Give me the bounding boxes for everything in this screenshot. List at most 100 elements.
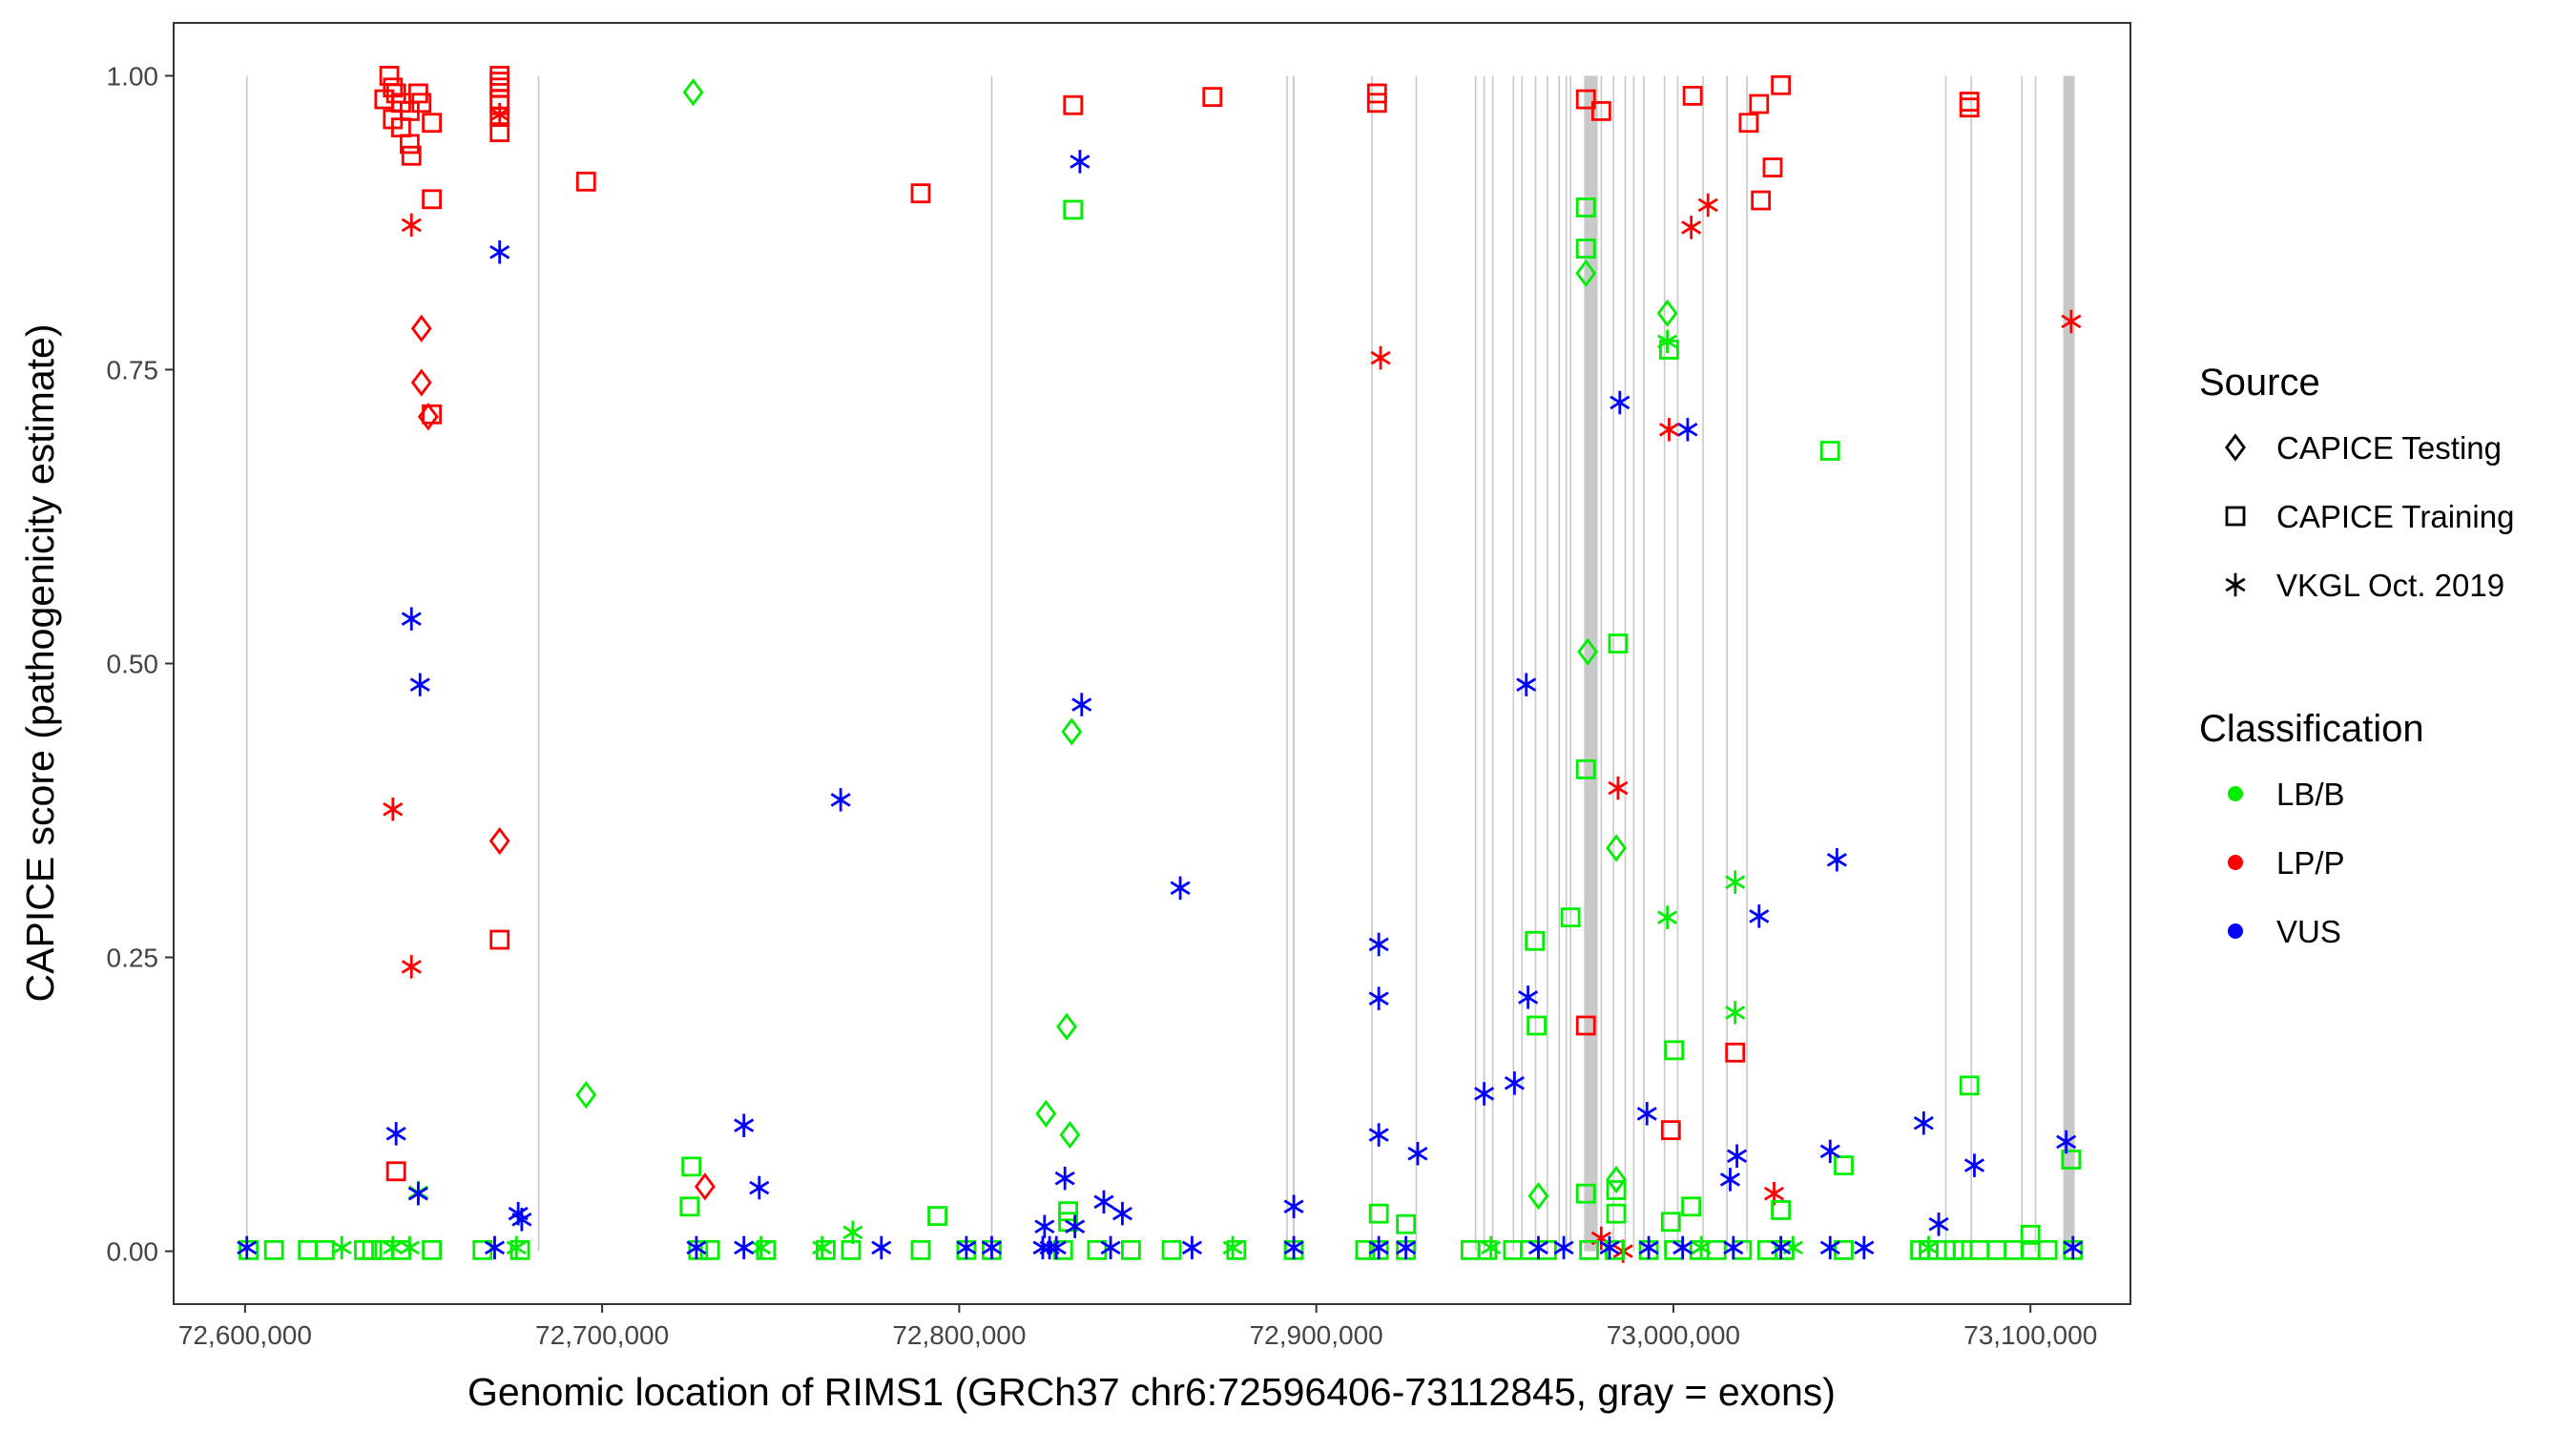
data-point (734, 1113, 755, 1137)
data-point (1577, 637, 1599, 666)
data-point (1606, 834, 1627, 862)
data-point (422, 189, 442, 210)
data-point (484, 1235, 506, 1260)
y-tick-label: 0.75 (107, 355, 159, 384)
exon-band (1600, 75, 1603, 1252)
data-point (1202, 87, 1223, 108)
data-point (383, 798, 404, 821)
data-point (1834, 1155, 1854, 1176)
data-point (1727, 1144, 1748, 1168)
data-point (1071, 693, 1092, 716)
exon-band (1726, 75, 1728, 1252)
data-point (1575, 89, 1596, 110)
data-point (1706, 1239, 1727, 1260)
data-point (1368, 1235, 1389, 1260)
x-tick-label: 72,800,000 (892, 1320, 1026, 1350)
data-point (1660, 1120, 1681, 1141)
exon-band (2034, 75, 2037, 1252)
data-point (1638, 1235, 1659, 1260)
data-point (1504, 1071, 1525, 1095)
data-point (1579, 1239, 1600, 1260)
data-point (1396, 1235, 1417, 1260)
data-point (830, 788, 851, 812)
exon-band (2021, 75, 2024, 1252)
data-point (1181, 1235, 1202, 1260)
data-point (1063, 94, 1084, 115)
data-point (1368, 1203, 1389, 1224)
data-point (331, 1235, 352, 1260)
data-point (1636, 1102, 1657, 1126)
data-point (1657, 329, 1678, 354)
data-point (1697, 193, 1718, 218)
data-point (871, 1235, 892, 1260)
data-point (1575, 758, 1596, 779)
data-point (1283, 1235, 1304, 1260)
y-tick-label: 0.00 (107, 1237, 159, 1267)
exon-band (1474, 75, 1477, 1252)
exon-band (990, 75, 993, 1252)
data-point (1725, 870, 1746, 894)
data-point (422, 1239, 442, 1260)
x-tick-label: 72,900,000 (1250, 1320, 1383, 1350)
data-point (1527, 1182, 1549, 1211)
data-point (410, 314, 432, 342)
data-point (1854, 1235, 1875, 1260)
exon-band (1286, 75, 1288, 1252)
legend-asterisk-icon (2225, 572, 2246, 597)
y-axis: 0.00 0.25 0.50 0.75 1.00 (107, 61, 174, 1267)
data-point (910, 183, 931, 204)
data-point (1111, 1201, 1132, 1226)
data-point (1606, 1165, 1627, 1193)
exon-band (1371, 75, 1373, 1252)
legend-source-label: CAPICE Training (2276, 499, 2514, 534)
data-point (489, 102, 510, 127)
data-point (401, 213, 422, 238)
data-point (1682, 85, 1703, 106)
legend: Source CAPICE Testing CAPICE Training VKGL… (2199, 362, 2514, 949)
data-point (411, 93, 432, 114)
data-point (1657, 905, 1678, 929)
x-tick-label: 72,700,000 (535, 1320, 669, 1350)
data-point (1599, 1235, 1620, 1260)
data-point (1516, 673, 1537, 696)
data-point (239, 1239, 259, 1260)
data-point (1525, 930, 1546, 951)
data-point (1368, 1123, 1389, 1147)
data-point (1054, 1166, 1075, 1191)
exon-band (1547, 75, 1548, 1252)
data-point (2061, 309, 2082, 334)
data-point (385, 1161, 406, 1182)
data-point (1065, 1214, 1086, 1238)
legend-square-icon (2225, 506, 2246, 527)
data-point (1819, 1139, 1840, 1164)
data-point (927, 1206, 947, 1226)
x-axis-title: Genomic location of RIMS1 (GRCh37 chr6:7… (467, 1370, 1836, 1414)
data-point (1121, 1239, 1141, 1260)
data-point (1919, 1235, 1940, 1260)
data-point (1170, 876, 1191, 901)
data-point (842, 1220, 863, 1245)
data-point (1664, 1040, 1685, 1061)
data-point (1061, 717, 1083, 746)
data-point (488, 826, 510, 856)
legend-dot-icon (2228, 786, 2243, 801)
data-point (263, 1239, 284, 1260)
data-point (1751, 190, 1772, 211)
data-point (1606, 1180, 1627, 1200)
data-point (1481, 1235, 1502, 1260)
data-point (1819, 1235, 1840, 1260)
exon-band (1565, 75, 1568, 1252)
legend-source-title: Source (2199, 362, 2320, 404)
data-point (841, 1239, 862, 1260)
x-axis: 72,600,000 72,700,000 72,800,000 72,900,000… (178, 1304, 2097, 1350)
exon-band (1534, 75, 1537, 1252)
data-point (812, 1235, 833, 1260)
data-point (1407, 1142, 1428, 1166)
data-point (575, 1081, 597, 1110)
data-point (1672, 1235, 1693, 1260)
data-point (1959, 1075, 1980, 1096)
data-point (385, 1122, 406, 1146)
data-point (1691, 1235, 1712, 1260)
data-point (237, 1235, 258, 1260)
exon-band (1643, 75, 1645, 1252)
